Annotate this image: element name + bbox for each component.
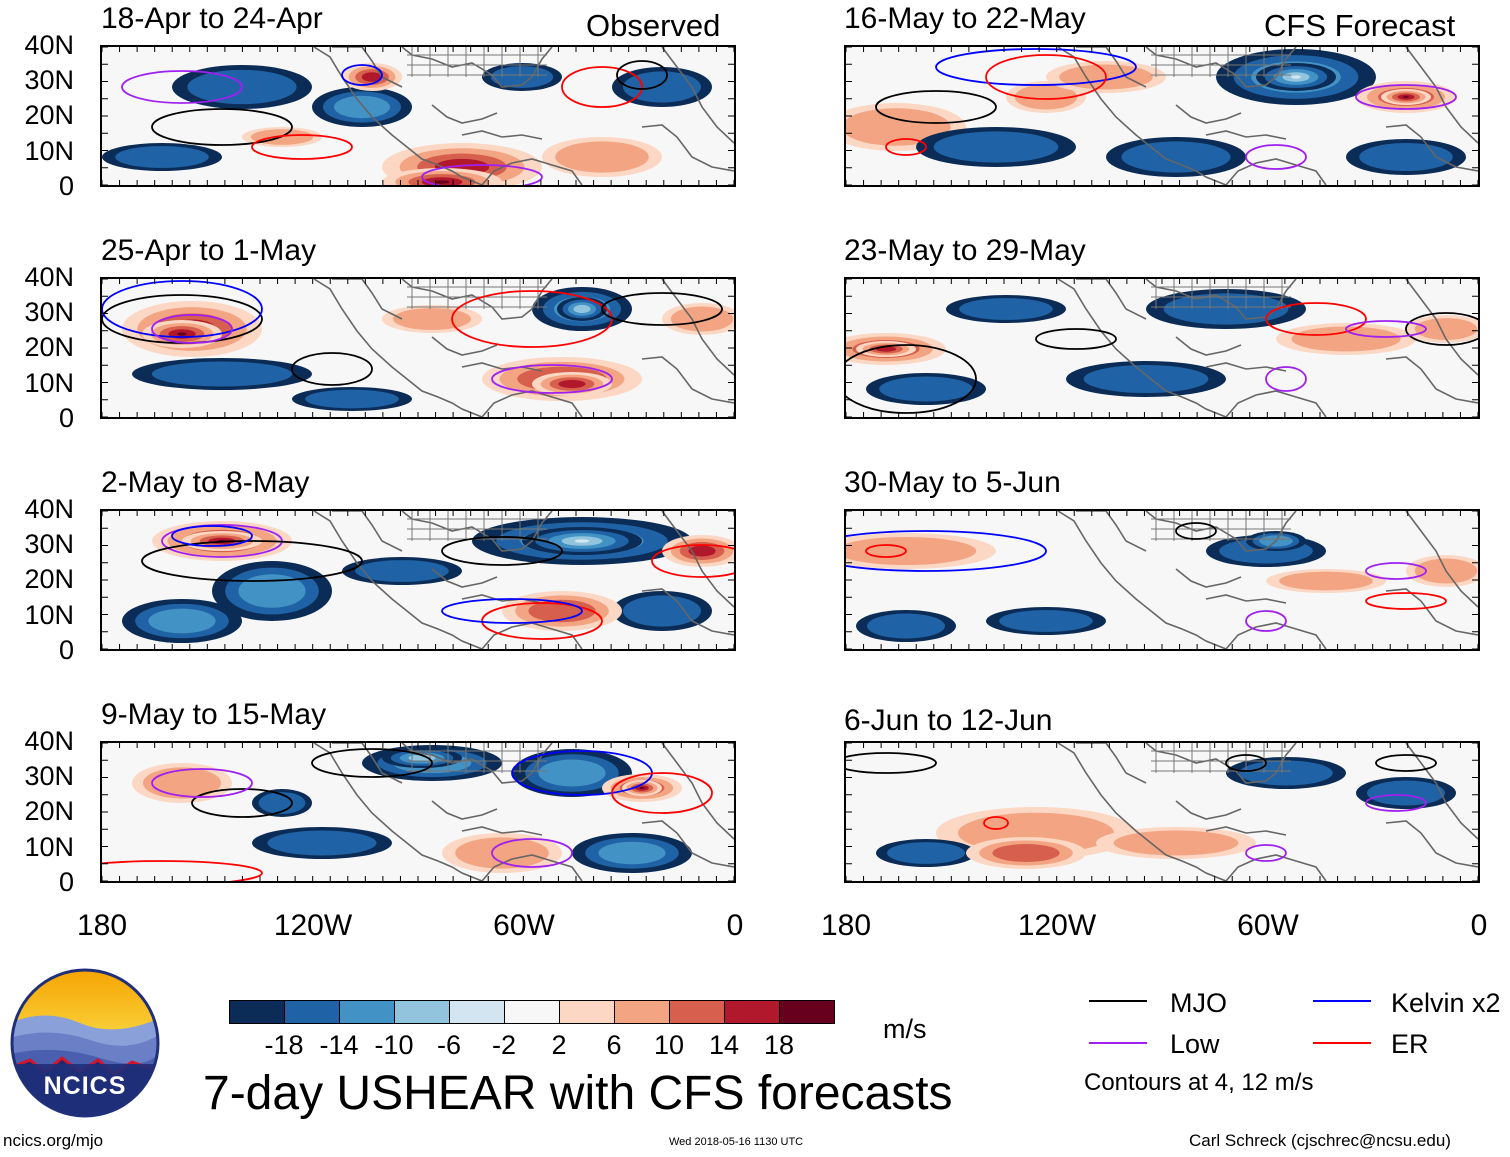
lat-label: 10N bbox=[24, 367, 74, 398]
colorbar-cell bbox=[394, 1000, 450, 1024]
colorbar-label: -2 bbox=[491, 1030, 517, 1060]
lat-label: 20N bbox=[24, 332, 74, 363]
lon-label-120w-right: 120W bbox=[1017, 909, 1097, 942]
panel-title-2: 25-Apr to 1-May bbox=[101, 234, 317, 267]
legend-mjo-line bbox=[1089, 1000, 1147, 1002]
legend-low-line bbox=[1089, 1042, 1147, 1044]
colorbar-label: 14 bbox=[708, 1030, 740, 1060]
lat-label: 30N bbox=[24, 297, 74, 328]
colorbar-cell bbox=[284, 1000, 340, 1024]
colorbar-cell bbox=[779, 1000, 835, 1024]
lat-label: 30N bbox=[24, 65, 74, 96]
colorbar-label: -6 bbox=[436, 1030, 462, 1060]
lat-label: 40N bbox=[24, 30, 74, 60]
observed-header: Observed bbox=[586, 8, 721, 43]
lat-label: 10N bbox=[24, 831, 74, 862]
colorbar-cell bbox=[724, 1000, 780, 1024]
lon-label-180-left: 180 bbox=[76, 909, 128, 942]
lat-label: 0 bbox=[58, 634, 74, 665]
lat-label: 20N bbox=[24, 100, 74, 131]
colorbar-cell bbox=[504, 1000, 560, 1024]
panel-title-1: 18-Apr to 24-Apr bbox=[101, 2, 323, 35]
footer-url: ncics.org/mjo bbox=[3, 1131, 104, 1150]
cfs-forecast-header: CFS Forecast bbox=[1264, 8, 1456, 43]
map-panel-3 bbox=[100, 509, 736, 651]
colorbar-label: 18 bbox=[763, 1030, 795, 1060]
lat-label: 40N bbox=[24, 494, 74, 524]
map-panel-1 bbox=[100, 45, 736, 187]
lon-label-120w-left: 120W bbox=[273, 909, 353, 942]
colorbar-label: 6 bbox=[606, 1030, 622, 1060]
colorbar-cell bbox=[339, 1000, 395, 1024]
footer-timestamp: Wed 2018-05-16 1130 UTC bbox=[669, 1136, 804, 1148]
lon-label-180-right: 180 bbox=[820, 909, 872, 942]
panel-title-3: 2-May to 8-May bbox=[101, 466, 310, 499]
lon-label-0-left: 0 bbox=[726, 909, 744, 942]
lat-label: 20N bbox=[24, 564, 74, 595]
map-panel-2 bbox=[100, 277, 736, 419]
colorbar-label: 2 bbox=[551, 1030, 567, 1060]
ncics-logo: NCICS bbox=[10, 968, 160, 1118]
colorbar-label: -14 bbox=[319, 1030, 359, 1060]
legend-low-label: Low bbox=[1170, 1029, 1220, 1059]
lat-label: 10N bbox=[24, 599, 74, 630]
panel-title-6: 23-May to 29-May bbox=[844, 234, 1086, 267]
panel-title-4: 9-May to 15-May bbox=[101, 698, 327, 731]
lat-label: 0 bbox=[58, 866, 74, 897]
lat-label: 30N bbox=[24, 529, 74, 560]
lat-label: 0 bbox=[58, 402, 74, 433]
colorbar-cell bbox=[559, 1000, 615, 1024]
colorbar-label: -10 bbox=[374, 1030, 414, 1060]
legend-kelvin-label: Kelvin x2 bbox=[1391, 988, 1501, 1018]
panel-title-5: 16-May to 22-May bbox=[844, 2, 1086, 35]
lon-label-0-right: 0 bbox=[1470, 909, 1488, 942]
lat-label: 40N bbox=[24, 726, 74, 756]
colorbar-cell bbox=[669, 1000, 725, 1024]
map-panel-4 bbox=[100, 741, 736, 883]
main-title: 7-day USHEAR with CFS forecasts bbox=[203, 1067, 953, 1120]
colorbar-cell bbox=[614, 1000, 670, 1024]
lon-label-60w-left: 60W bbox=[493, 909, 555, 942]
map-panel-6 bbox=[844, 277, 1480, 419]
legend-mjo-label: MJO bbox=[1170, 988, 1227, 1018]
contour-note: Contours at 4, 12 m/s bbox=[1084, 1069, 1314, 1096]
lat-label: 40N bbox=[24, 262, 74, 292]
lon-label-60w-right: 60W bbox=[1237, 909, 1299, 942]
panel-title-8: 6-Jun to 12-Jun bbox=[844, 704, 1053, 737]
lat-label: 20N bbox=[24, 796, 74, 827]
colorbar-label: 10 bbox=[653, 1030, 685, 1060]
legend-er-label: ER bbox=[1391, 1029, 1429, 1059]
map-panel-8 bbox=[844, 741, 1480, 883]
lat-label: 30N bbox=[24, 761, 74, 792]
map-panel-5 bbox=[844, 45, 1480, 187]
colorbar-unit: m/s bbox=[883, 1014, 927, 1044]
colorbar-label: -18 bbox=[264, 1030, 304, 1060]
colorbar-cell bbox=[449, 1000, 505, 1024]
footer-author: Carl Schreck (cjschrec@ncsu.edu) bbox=[1189, 1131, 1451, 1150]
legend-kelvin-line bbox=[1313, 1000, 1371, 1002]
colorbar-cell bbox=[229, 1000, 285, 1024]
legend-er-line bbox=[1313, 1042, 1371, 1044]
lat-label: 10N bbox=[24, 135, 74, 166]
lat-label: 0 bbox=[58, 170, 74, 201]
panel-title-7: 30-May to 5-Jun bbox=[844, 466, 1061, 499]
logo-text: NCICS bbox=[44, 1072, 127, 1100]
map-panel-7 bbox=[844, 509, 1480, 651]
